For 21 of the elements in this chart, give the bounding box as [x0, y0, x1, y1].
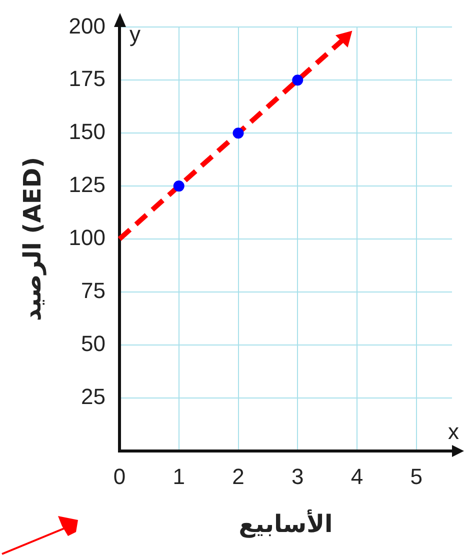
annotation: x — [448, 418, 459, 444]
y-tick-label: 75 — [81, 278, 106, 304]
y-tick-label: 175 — [68, 66, 106, 92]
x-axis-title: الأسابيع — [238, 508, 333, 538]
x-tick-label: 3 — [292, 464, 304, 490]
point — [292, 74, 304, 86]
x-tick-label: 4 — [350, 464, 364, 490]
x-tick-label: 1 — [172, 464, 186, 490]
y-tick-label: 200 — [68, 13, 106, 38]
y-axis-title: الرصيد (AED) — [18, 156, 47, 322]
annotation: y — [130, 21, 141, 46]
x-tick-label: 0 — [113, 464, 126, 490]
point — [232, 128, 244, 139]
y-tick-label: 125 — [68, 172, 106, 198]
x-tick-label: 5 — [410, 464, 422, 490]
y-tick-label: 100 — [68, 225, 106, 250]
x-tick-label: 2 — [232, 464, 244, 490]
point — [173, 180, 184, 192]
y-tick-label: 50 — [81, 330, 106, 356]
y-tick-label: 150 — [68, 119, 106, 144]
y-tick-label: 25 — [81, 384, 106, 409]
